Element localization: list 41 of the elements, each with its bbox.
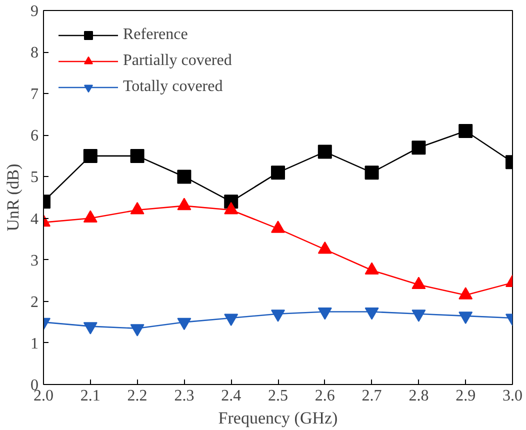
point xyxy=(318,144,332,159)
point xyxy=(364,166,379,180)
y-tick-label: 4 xyxy=(30,210,38,228)
point xyxy=(177,318,192,330)
y-tick-label: 3 xyxy=(30,252,38,270)
y-tick-label: 6 xyxy=(30,128,38,145)
point xyxy=(412,140,426,155)
point xyxy=(83,148,98,163)
legend-label: Totally covered xyxy=(123,78,223,96)
y-tick-label: 5 xyxy=(30,169,38,186)
point xyxy=(458,312,473,324)
y-axis-title: UnR (dB) xyxy=(4,164,22,232)
x-tick-label: 2.3 xyxy=(174,388,194,404)
point xyxy=(130,324,144,336)
point xyxy=(130,148,144,163)
x-tick-label: 2.9 xyxy=(456,388,476,404)
point xyxy=(271,166,285,180)
legend-label: Partially covered xyxy=(123,52,232,70)
point xyxy=(224,314,238,326)
x-tick-label: 2.5 xyxy=(268,388,288,404)
point xyxy=(412,310,426,322)
x-tick-label: 2.1 xyxy=(80,388,100,404)
y-tick-label: 8 xyxy=(30,44,38,62)
point xyxy=(177,170,192,184)
x-tick-label: 3.0 xyxy=(502,388,522,404)
x-tick-label: 2.7 xyxy=(362,388,382,404)
point xyxy=(271,310,285,322)
y-tick-label: 9 xyxy=(30,3,38,20)
x-tick-label: 2.2 xyxy=(127,388,148,404)
point xyxy=(458,124,473,138)
x-tick-label: 2.4 xyxy=(221,388,242,404)
x-tick-label: 2.8 xyxy=(408,388,429,404)
y-tick-label: 7 xyxy=(30,86,38,104)
point xyxy=(364,308,379,320)
legend-label: Reference xyxy=(123,26,188,44)
x-tick-label: 2.6 xyxy=(314,388,335,404)
y-tick-label: 1 xyxy=(30,335,38,352)
point xyxy=(318,308,332,320)
point xyxy=(83,322,98,334)
x-axis-title: Frequency (GHz) xyxy=(218,408,338,428)
y-tick-label: 2 xyxy=(30,294,38,311)
